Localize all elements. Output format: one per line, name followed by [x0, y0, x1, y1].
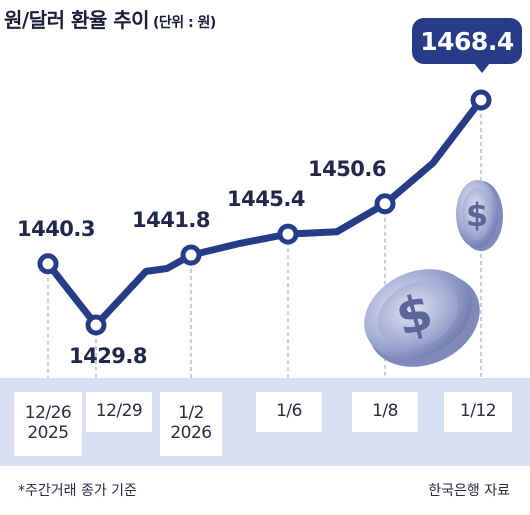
x-tick-label: 2026 — [170, 423, 212, 443]
x-tick: 1/2 2026 — [160, 392, 222, 456]
x-tick: 12/26 2025 — [14, 392, 82, 456]
x-tick: 1/12 — [444, 392, 512, 432]
coin-small: $ — [456, 180, 503, 251]
chart-unit: (단위 : 원) — [153, 15, 216, 31]
data-point — [277, 223, 299, 245]
footer — [0, 466, 530, 515]
source: 한국은행 자료 — [428, 483, 510, 499]
x-tick: 1/6 — [256, 392, 322, 432]
footnote: *주간거래 종가 기준 — [18, 483, 137, 499]
svg-text:$: $ — [466, 196, 488, 234]
data-label: 1445.4 — [227, 187, 305, 211]
highlight-badge: 1468.4 — [412, 18, 522, 64]
x-tick: 1/8 — [352, 392, 418, 432]
data-point — [37, 253, 59, 275]
chart-title-text: 원/달러 환율 추이 — [4, 8, 150, 32]
x-tick-label: 1/12 — [459, 401, 497, 422]
series-line — [44, 96, 485, 329]
x-tick-label: 2025 — [27, 423, 69, 443]
coin-large: $ — [364, 269, 480, 367]
data-label: 1441.8 — [132, 208, 210, 232]
data-label: 1429.8 — [69, 344, 147, 368]
data-point — [374, 193, 396, 215]
x-tick: 12/29 — [86, 392, 152, 432]
x-tick-label: 1/8 — [372, 401, 398, 422]
data-point — [85, 314, 107, 336]
x-tick-label: 1/6 — [276, 401, 302, 422]
data-label: 1450.6 — [308, 157, 386, 181]
x-tick-label: 12/29 — [95, 401, 143, 422]
x-tick-label: 12/26 — [24, 403, 72, 424]
highlight-value: 1468.4 — [420, 26, 514, 56]
chart-title: 원/달러 환율 추이 (단위 : 원) — [4, 4, 216, 33]
data-point — [180, 244, 202, 266]
data-point — [470, 89, 492, 111]
series-line-group — [37, 89, 492, 336]
data-label: 1440.3 — [17, 217, 95, 241]
highlight-badge-tail — [474, 63, 490, 73]
x-tick-label: 1/2 — [178, 403, 204, 424]
